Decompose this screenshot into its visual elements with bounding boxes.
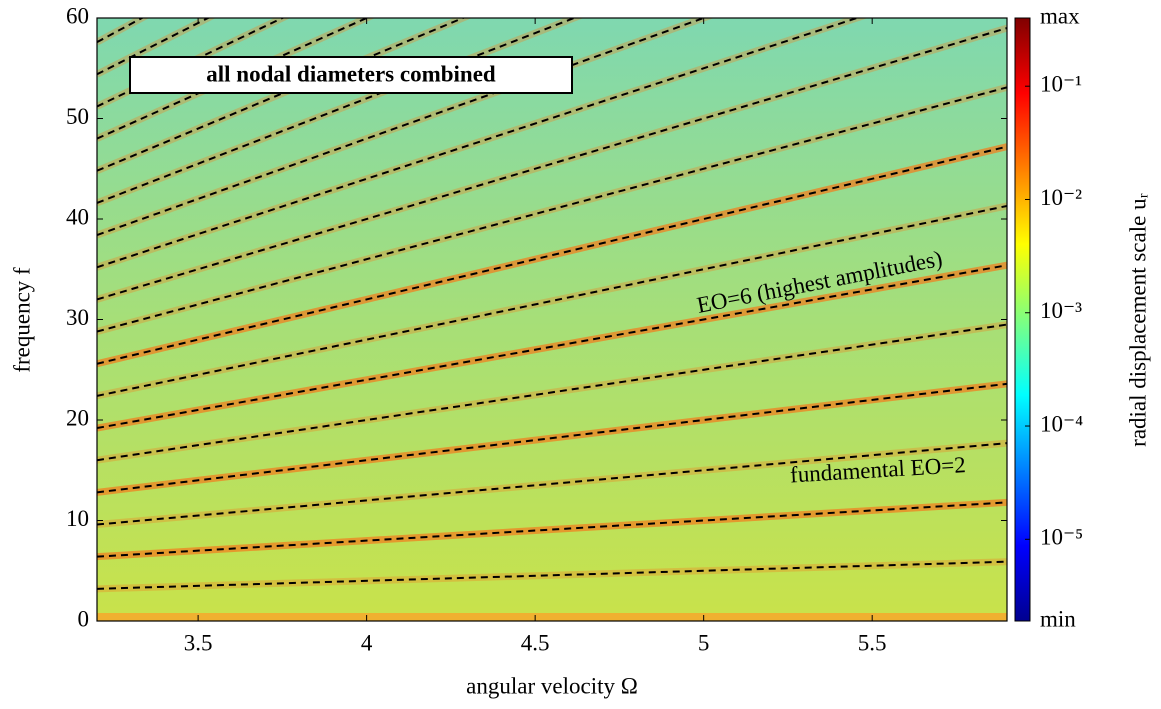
colorbar-tick-label: 10⁻⁵ — [1040, 525, 1083, 550]
series-line — [97, 86, 1007, 333]
series-line — [97, 27, 1007, 301]
y-tick-label: 60 — [66, 3, 89, 28]
series-line — [97, 442, 1007, 526]
colorbar — [1014, 17, 1031, 622]
y-tick-label: 10 — [66, 506, 89, 531]
annotation: all nodal diameters combined — [206, 61, 496, 86]
colorbar-tick-label: min — [1040, 606, 1076, 631]
series-glow — [97, 18, 473, 174]
series-line — [97, 18, 285, 108]
annotation-box — [129, 56, 573, 94]
colorbar-tick-label: 10⁻³ — [1040, 298, 1082, 323]
x-tick-label: 3.5 — [184, 630, 213, 655]
x-axis-label: angular velocity Ω — [466, 673, 638, 698]
colorbar-tick-label: 10⁻¹ — [1040, 71, 1082, 96]
series-line — [97, 264, 1007, 430]
plot-area — [97, 18, 1007, 593]
y-tick-label: 40 — [66, 204, 89, 229]
y-axis-label: frequency f — [9, 267, 34, 373]
series-line — [97, 501, 1007, 558]
x-tick-label: 5 — [698, 630, 710, 655]
x-tick-label: 4 — [361, 630, 373, 655]
heatmap-background — [97, 18, 1007, 621]
y-tick-label: 0 — [78, 606, 90, 631]
series-line — [97, 18, 577, 204]
x-tick-label: 4.5 — [521, 630, 550, 655]
y-tick-label: 30 — [66, 305, 89, 330]
series-line — [97, 323, 1007, 462]
colorbar-tick-label: max — [1040, 3, 1080, 28]
y-tick-label: 50 — [66, 104, 89, 129]
colorbar-tick-label: 10⁻⁴ — [1040, 411, 1083, 436]
series-line — [97, 560, 1007, 590]
series-line — [97, 382, 1007, 494]
colorbar-label: radial displacement scale uᵣ — [1125, 193, 1150, 447]
heatmap-base-band — [97, 613, 1007, 621]
colorbar-tick-label: 10⁻² — [1040, 185, 1082, 210]
series-line — [97, 204, 1007, 397]
x-tick-label: 5.5 — [858, 630, 887, 655]
y-tick-label: 20 — [66, 405, 89, 430]
series-glow — [97, 143, 1007, 368]
